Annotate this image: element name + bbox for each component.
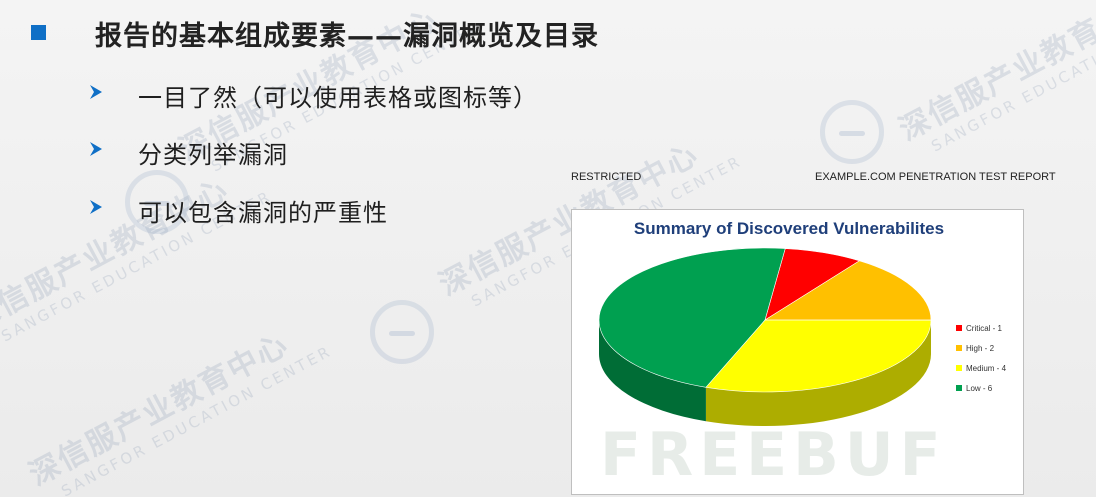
- list-item-label: 分类列举漏洞: [138, 141, 288, 169]
- pie-slice: [763, 260, 932, 321]
- legend-label: Low - 6: [966, 384, 993, 393]
- pie-slice-side: [705, 320, 931, 426]
- watermark-brand: FREEBUF: [600, 420, 947, 490]
- watermark-logo-icon: [820, 100, 884, 164]
- watermark-logo-icon: [370, 300, 434, 364]
- legend-label: Medium - 4: [966, 364, 1007, 373]
- chart-title: Summary of Discovered Vulnerabilites: [634, 219, 944, 238]
- legend-label: Critical - 1: [966, 324, 1003, 333]
- list-item-label: 一目了然（可以使用表格或图标等）: [138, 84, 538, 112]
- pie-slice-side: [599, 320, 706, 422]
- chart-legend: Critical - 1 High - 2 Medium - 4 Low - 6: [956, 324, 1007, 393]
- legend-swatch: [956, 385, 962, 391]
- legend-label: High - 2: [966, 344, 995, 353]
- legend-swatch: [956, 345, 962, 351]
- pie-slice: [598, 247, 786, 388]
- arrow-bullet-icon: [90, 200, 102, 214]
- pie-top: [598, 247, 932, 393]
- restricted-label: RESTRICTED: [571, 171, 642, 183]
- slide-title: 报告的基本组成要素——漏洞概览及目录: [95, 21, 599, 52]
- legend-swatch: [956, 325, 962, 331]
- title-bullet-icon: [31, 25, 46, 40]
- pie-chart: Summary of Discovered Vulnerabilites Cri…: [571, 209, 1024, 495]
- arrow-bullet-icon: [90, 85, 102, 99]
- pie-slice: [705, 319, 932, 393]
- arrow-bullet-icon: [90, 142, 102, 156]
- legend-swatch: [956, 365, 962, 371]
- report-title-label: EXAMPLE.COM PENETRATION TEST REPORT: [815, 171, 1056, 183]
- list-item-label: 可以包含漏洞的严重性: [138, 199, 388, 227]
- pie-depth: [599, 320, 931, 426]
- pie-chart-svg: Summary of Discovered Vulnerabilites Cri…: [598, 219, 1007, 426]
